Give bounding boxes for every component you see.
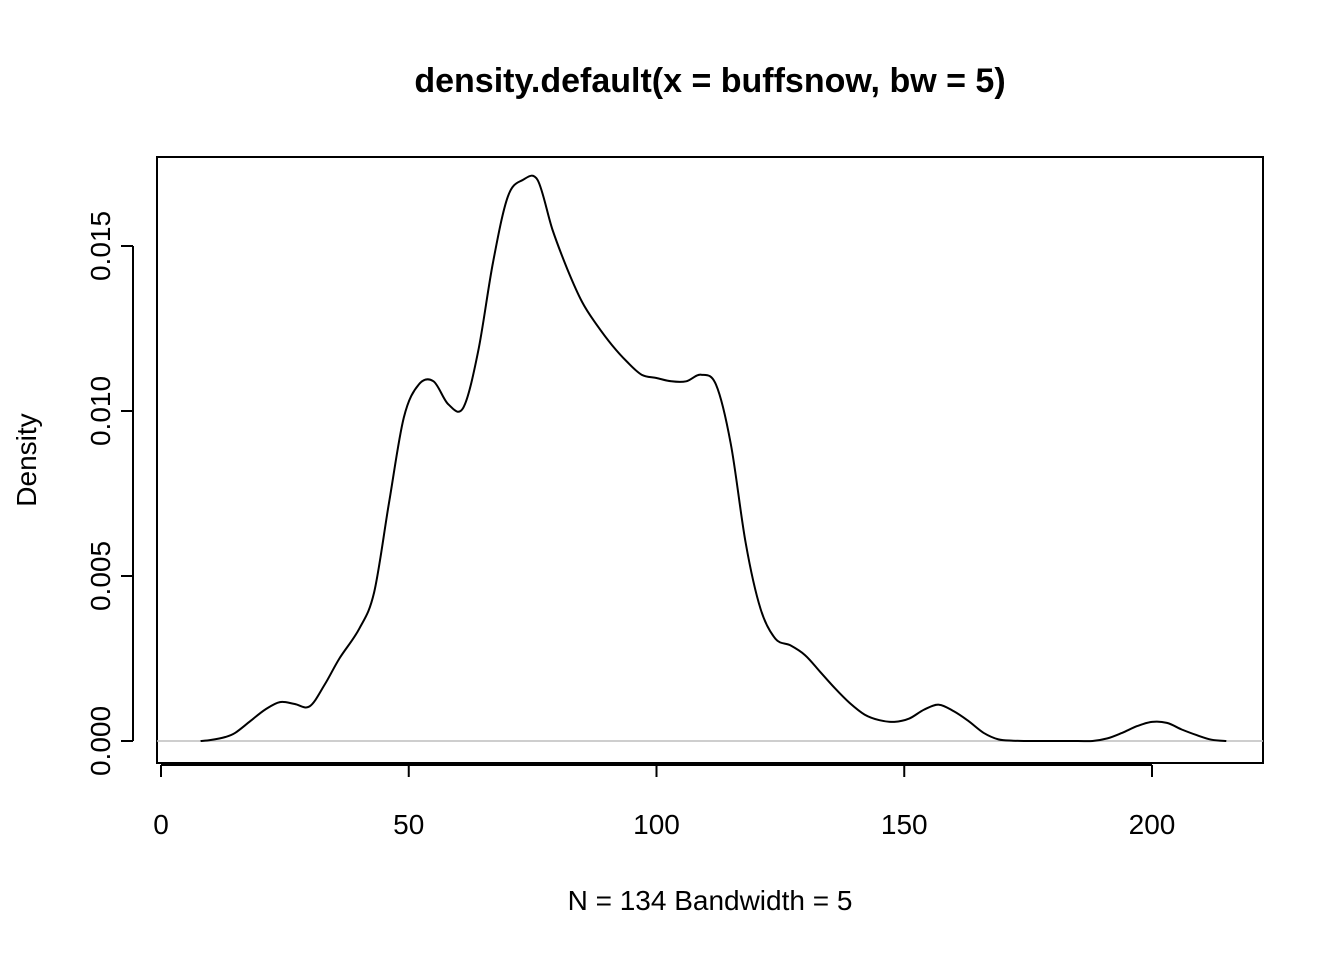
y-tick-label: 0.005 (85, 541, 116, 611)
x-tick-label: 50 (393, 809, 424, 840)
x-tick-label: 0 (153, 809, 169, 840)
x-axis: 0 50 100 150 200 (153, 764, 1176, 840)
y-tick-label: 0.015 (85, 211, 116, 281)
plot-frame (156, 156, 1264, 764)
y-tick-label: 0.010 (85, 376, 116, 446)
x-tick-label: 200 (1129, 809, 1176, 840)
x-axis-label: N = 134 Bandwidth = 5 (568, 885, 853, 916)
chart-title: density.default(x = buffsnow, bw = 5) (414, 62, 1005, 100)
y-tick-label: 0.000 (85, 706, 116, 776)
y-axis: 0.000 0.005 0.010 0.015 (85, 211, 134, 776)
y-axis-label: Density (11, 413, 42, 506)
x-tick-label: 100 (633, 809, 680, 840)
density-curve (200, 174, 1227, 743)
x-tick-label: 150 (881, 809, 928, 840)
